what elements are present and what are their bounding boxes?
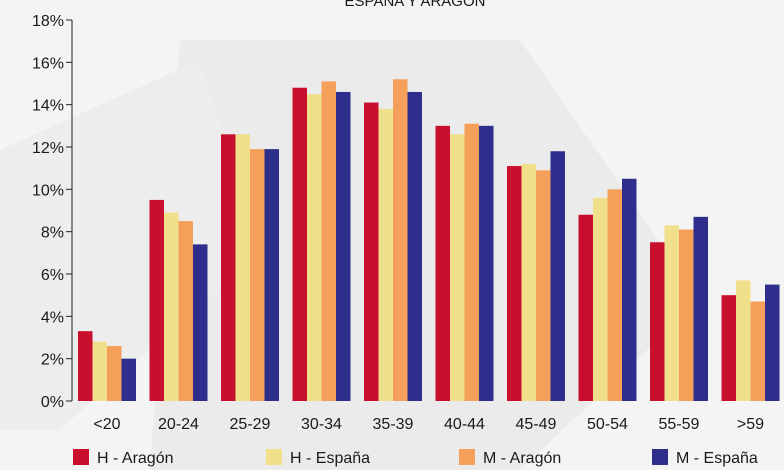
bar — [364, 102, 379, 402]
bar — [593, 197, 608, 401]
legend-label: M - España — [676, 450, 758, 467]
chart-title: ESPAÑA Y ARAGÓN — [345, 0, 486, 10]
bar — [536, 170, 551, 401]
bar — [393, 79, 408, 402]
y-tick-label: 2% — [41, 352, 64, 369]
bar — [750, 301, 765, 401]
bar — [650, 242, 665, 401]
x-tick-label: 30-34 — [301, 416, 342, 433]
x-tick-label: 40-44 — [444, 416, 485, 433]
bar — [235, 134, 250, 402]
legend-label: M - Aragón — [483, 450, 561, 467]
x-tick-label: >59 — [737, 416, 764, 433]
bar — [521, 163, 536, 401]
legend-swatch — [652, 449, 668, 465]
x-tick-label: 20-24 — [158, 416, 199, 433]
y-tick-label: 0% — [41, 394, 64, 411]
x-tick-label: 35-39 — [373, 416, 414, 433]
bar — [464, 123, 479, 401]
y-tick-label: 16% — [32, 55, 64, 72]
legend-label: H - España — [290, 450, 370, 467]
bar — [292, 87, 307, 401]
bar — [92, 341, 107, 401]
bar — [507, 166, 522, 401]
bar — [578, 214, 593, 401]
bar — [78, 331, 93, 401]
legend-swatch — [459, 449, 475, 465]
bar — [336, 91, 351, 401]
bar — [121, 358, 136, 401]
bar — [107, 345, 122, 401]
bar — [736, 280, 751, 401]
y-tick-label: 6% — [41, 267, 64, 284]
bar — [607, 189, 622, 401]
y-tick-label: 10% — [32, 182, 64, 199]
y-tick-label: 12% — [32, 140, 64, 157]
y-tick-label: 18% — [32, 13, 64, 30]
legend: H - Aragón H - España M - Aragón M - España — [73, 449, 758, 467]
axes: 0% 2% 4% 6% 8% 10% 12% 14% 16% 18% <20 20-24 25-29 30… — [32, 13, 764, 433]
y-tick-label: 4% — [41, 309, 64, 326]
bar — [149, 199, 164, 401]
bar — [693, 216, 708, 401]
bar — [664, 225, 679, 401]
bar — [550, 151, 565, 401]
x-tick-label: 55-59 — [659, 416, 700, 433]
y-tick-label: 14% — [32, 98, 64, 115]
x-tick-label: <20 — [93, 416, 120, 433]
bar — [221, 134, 236, 402]
bar — [164, 212, 179, 401]
bar — [178, 221, 193, 401]
bar — [479, 125, 494, 401]
bar — [679, 229, 694, 401]
bar — [193, 244, 208, 401]
x-tick-label: 25-29 — [230, 416, 271, 433]
bar — [378, 108, 393, 402]
bar — [721, 295, 736, 401]
bar — [450, 134, 465, 402]
x-tick-label: 50-54 — [587, 416, 628, 433]
bar — [622, 178, 637, 401]
y-tick-label: 8% — [41, 225, 64, 242]
bar — [765, 284, 780, 401]
legend-swatch — [266, 449, 282, 465]
bar — [264, 149, 279, 401]
legend-label: H - Aragón — [97, 450, 173, 467]
bar — [321, 81, 336, 401]
x-tick-label: 45-49 — [516, 416, 557, 433]
bar — [435, 125, 450, 401]
bars — [78, 79, 780, 402]
bar — [250, 149, 265, 401]
legend-swatch — [73, 449, 89, 465]
bar — [407, 91, 422, 401]
bar — [307, 94, 322, 401]
